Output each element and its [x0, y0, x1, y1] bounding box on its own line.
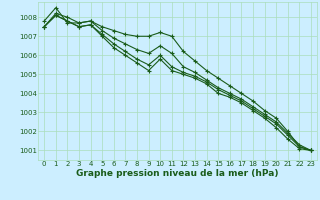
- X-axis label: Graphe pression niveau de la mer (hPa): Graphe pression niveau de la mer (hPa): [76, 169, 279, 178]
